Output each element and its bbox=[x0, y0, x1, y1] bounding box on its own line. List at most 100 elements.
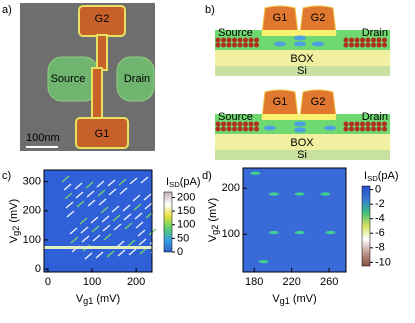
si-layer bbox=[215, 66, 390, 76]
map-texture bbox=[96, 180, 105, 188]
dopant bbox=[232, 42, 237, 48]
dopant bbox=[226, 37, 232, 43]
map-texture bbox=[87, 199, 96, 207]
map-texture bbox=[294, 192, 305, 196]
dopant bbox=[349, 121, 354, 127]
map-texture bbox=[250, 171, 261, 175]
colorbar-tick-label: -10 bbox=[375, 256, 391, 268]
colorbar-tick-label: 150 bbox=[177, 205, 195, 217]
colorbar-tick-label: -4 bbox=[375, 213, 385, 225]
dopant bbox=[354, 121, 360, 127]
dopant bbox=[343, 126, 349, 132]
label-main: V bbox=[76, 293, 84, 305]
y-tick-label: 200 bbox=[23, 205, 41, 217]
dopant bbox=[376, 37, 382, 43]
dopant bbox=[243, 42, 248, 48]
panel-label: d) bbox=[202, 170, 212, 182]
dopant bbox=[226, 126, 232, 132]
y-tick-label: 100 bbox=[222, 228, 240, 240]
colorbar-tick-label: 50 bbox=[177, 232, 189, 244]
si-layer bbox=[215, 150, 390, 160]
drain-pad bbox=[116, 56, 155, 102]
map-texture bbox=[140, 176, 149, 184]
dopant bbox=[343, 37, 349, 43]
dopant bbox=[360, 126, 365, 132]
dopant bbox=[232, 121, 237, 127]
dopant bbox=[376, 126, 382, 132]
colorbar-tick-label: 200 bbox=[177, 191, 195, 203]
map-texture bbox=[127, 239, 136, 247]
map-texture bbox=[84, 252, 93, 260]
map-texture bbox=[65, 201, 74, 209]
map-texture bbox=[90, 216, 99, 224]
axis-label: Vg2 (mV) bbox=[8, 199, 22, 243]
map-texture bbox=[100, 206, 109, 214]
gate-shape bbox=[299, 5, 337, 35]
x-tick-label: 0 bbox=[45, 276, 51, 288]
panel-label: b) bbox=[205, 4, 215, 16]
map-texture bbox=[258, 260, 269, 264]
gate-top-arm bbox=[96, 34, 108, 71]
dopant bbox=[221, 37, 226, 43]
dopant bbox=[354, 37, 360, 43]
label-unit: (mV) bbox=[290, 293, 317, 305]
gate-label: G1 bbox=[273, 12, 288, 24]
dopant bbox=[365, 42, 371, 48]
dopant bbox=[371, 42, 376, 48]
quantum-dot bbox=[294, 127, 306, 133]
label-main: V bbox=[272, 293, 280, 305]
gate-label: G1 bbox=[273, 96, 288, 108]
gate-oxide bbox=[262, 114, 336, 120]
plot-frame bbox=[43, 169, 153, 273]
source-label: Source bbox=[218, 111, 253, 123]
axis-label: Vg1 (mV) bbox=[76, 293, 120, 307]
map-texture bbox=[106, 250, 115, 258]
dopant bbox=[248, 37, 254, 43]
map-texture bbox=[86, 190, 95, 198]
dopant bbox=[349, 37, 354, 43]
gate-label: G1 bbox=[95, 128, 110, 140]
dopant bbox=[371, 37, 376, 43]
dopant bbox=[248, 42, 254, 48]
map-texture bbox=[102, 224, 111, 232]
map-texture bbox=[85, 181, 94, 189]
si-label: Si bbox=[297, 65, 307, 77]
dopant bbox=[360, 42, 365, 48]
colorbar bbox=[361, 185, 371, 267]
y-tick-label: 0 bbox=[35, 263, 41, 275]
gate-shape bbox=[261, 5, 299, 35]
map-texture bbox=[113, 223, 122, 231]
label-sub: g1 bbox=[83, 296, 93, 306]
dopant bbox=[349, 42, 354, 48]
gate-bottom-arm bbox=[91, 67, 103, 121]
map-texture bbox=[101, 215, 110, 223]
box-label: BOX bbox=[290, 53, 314, 65]
map-texture bbox=[76, 200, 85, 208]
map-texture bbox=[137, 229, 146, 237]
label-unit: (mV) bbox=[8, 199, 20, 226]
dopant bbox=[226, 121, 232, 127]
plot-frame bbox=[242, 167, 347, 273]
dopant bbox=[382, 42, 387, 48]
dopant bbox=[365, 126, 371, 132]
source-label: Source bbox=[218, 27, 253, 39]
map-texture bbox=[74, 182, 83, 190]
y-tick-label: 200 bbox=[222, 182, 240, 194]
dopant bbox=[382, 37, 387, 43]
dopant bbox=[360, 37, 365, 43]
colorbar-tick-label: -6 bbox=[375, 227, 385, 239]
dopant bbox=[221, 42, 226, 48]
map-texture bbox=[123, 213, 132, 221]
dopant bbox=[243, 37, 248, 43]
gate-shape bbox=[299, 89, 337, 119]
label-sub: g1 bbox=[280, 296, 290, 306]
dopant bbox=[248, 126, 254, 132]
quantum-dot bbox=[274, 41, 286, 47]
label-sub: SD bbox=[169, 180, 180, 189]
scale-bar-label: 100nm bbox=[26, 132, 60, 144]
dopant bbox=[254, 37, 259, 43]
map-texture bbox=[64, 192, 73, 200]
map-texture bbox=[97, 189, 106, 197]
label-unit: (mV) bbox=[207, 198, 219, 225]
panel-label: a) bbox=[2, 4, 12, 16]
